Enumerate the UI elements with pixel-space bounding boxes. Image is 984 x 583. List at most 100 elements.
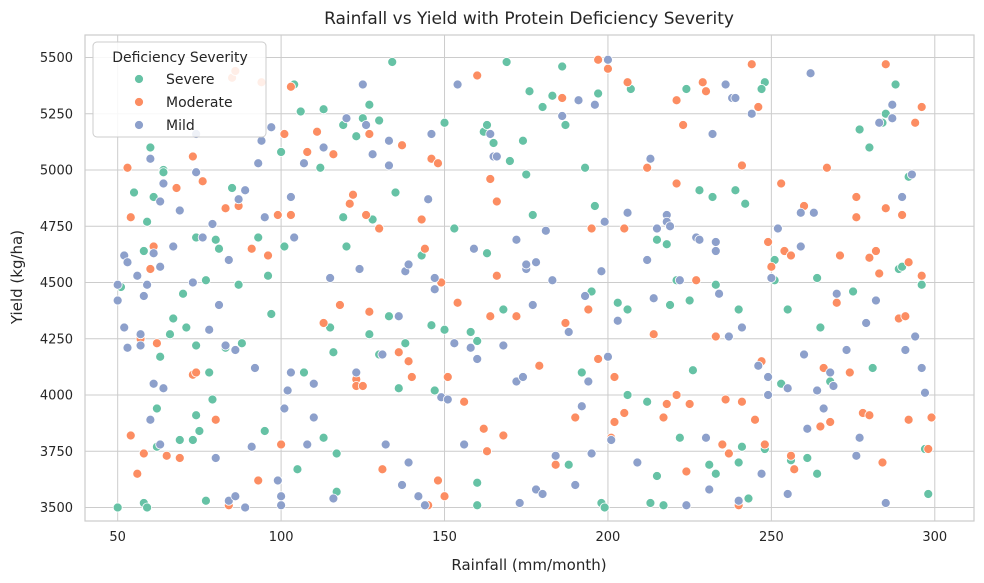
point-mild <box>449 338 460 349</box>
point-moderate <box>642 162 653 173</box>
point-moderate <box>835 250 845 261</box>
point-mild <box>720 79 731 90</box>
point-severe <box>142 216 152 227</box>
point-mild <box>586 448 597 459</box>
point-mild <box>753 360 764 371</box>
point-mild <box>397 480 407 490</box>
point-moderate <box>622 77 633 88</box>
point-mild <box>276 500 287 511</box>
point-moderate <box>318 318 329 328</box>
point-mild <box>420 500 430 511</box>
point-moderate <box>609 372 620 382</box>
point-mild <box>148 378 159 389</box>
point-mild <box>580 291 590 301</box>
point-mild <box>174 205 185 216</box>
point-moderate <box>759 439 770 450</box>
point-moderate <box>344 198 355 209</box>
point-severe <box>315 162 326 173</box>
point-mild <box>583 376 594 387</box>
point-mild <box>622 207 633 218</box>
point-mild <box>920 387 930 398</box>
point-moderate <box>286 81 296 92</box>
point-moderate <box>880 203 891 214</box>
point-mild <box>272 475 283 486</box>
point-mild <box>606 435 617 445</box>
point-severe <box>730 185 741 196</box>
point-mild <box>825 367 836 378</box>
point-severe <box>263 270 273 281</box>
point-moderate <box>361 210 371 220</box>
point-moderate <box>433 158 443 169</box>
point-mild <box>361 120 371 130</box>
point-severe <box>890 79 901 90</box>
point-moderate <box>397 140 407 151</box>
point-severe <box>233 279 244 290</box>
point-severe <box>152 403 162 414</box>
point-mild <box>831 288 842 299</box>
point-severe <box>400 338 411 349</box>
point-mild <box>299 158 309 169</box>
point-severe <box>390 187 401 198</box>
plot-frame <box>84 34 975 522</box>
point-moderate <box>923 444 934 454</box>
point-mild <box>403 259 414 270</box>
point-moderate <box>485 174 496 184</box>
point-moderate <box>786 250 796 261</box>
point-mild <box>704 484 715 495</box>
point-mild <box>531 257 541 268</box>
point-mild <box>854 432 865 443</box>
point-mild <box>148 248 159 259</box>
point-moderate <box>671 95 682 106</box>
point-severe <box>684 295 695 306</box>
point-severe <box>472 477 483 488</box>
point-severe <box>204 367 215 378</box>
point-mild <box>308 412 319 423</box>
point-moderate <box>786 450 796 461</box>
point-mild <box>589 99 600 110</box>
point-mild <box>393 311 404 322</box>
point-mild <box>246 441 257 452</box>
point-moderate <box>312 126 322 137</box>
point-severe <box>364 329 375 340</box>
point-mild <box>818 403 829 414</box>
point-moderate <box>916 270 927 281</box>
point-mild <box>871 295 881 306</box>
point-mild <box>518 372 528 382</box>
legend-marker-moderate <box>134 97 144 107</box>
point-moderate <box>864 410 875 421</box>
point-moderate <box>691 275 702 286</box>
point-severe <box>557 61 568 72</box>
point-moderate <box>276 439 287 450</box>
point-mild <box>603 54 613 65</box>
legend-box <box>92 41 267 138</box>
point-mild <box>527 300 538 310</box>
point-moderate <box>220 203 231 214</box>
point-mild <box>302 439 313 450</box>
point-mild <box>351 367 362 378</box>
point-severe <box>482 248 492 259</box>
point-severe <box>138 246 149 256</box>
point-mild <box>155 439 166 450</box>
point-moderate <box>753 102 764 112</box>
point-severe <box>178 288 188 299</box>
point-moderate <box>678 120 689 130</box>
point-mild <box>187 277 198 288</box>
point-severe <box>142 502 152 513</box>
point-moderate <box>701 86 711 97</box>
point-moderate <box>619 408 630 418</box>
y-tick-label: 3500 <box>40 501 73 516</box>
point-moderate <box>871 246 881 256</box>
point-moderate <box>439 491 450 502</box>
point-mild <box>498 340 509 351</box>
point-mild <box>632 457 643 468</box>
point-mild <box>887 99 898 110</box>
point-mild <box>916 363 927 373</box>
point-moderate <box>534 360 545 371</box>
point-severe <box>207 394 218 405</box>
point-severe <box>710 279 721 290</box>
point-moderate <box>138 448 149 459</box>
point-mild <box>452 79 463 90</box>
point-severe <box>187 435 198 445</box>
point-moderate <box>279 129 290 139</box>
point-moderate <box>560 318 571 328</box>
